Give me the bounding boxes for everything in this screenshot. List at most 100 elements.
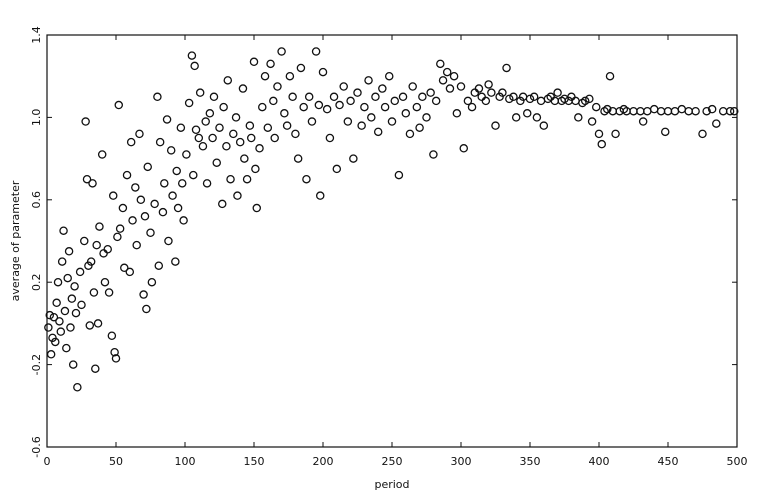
point [511, 113, 521, 122]
point [198, 141, 208, 151]
point [136, 195, 146, 205]
point [656, 106, 666, 116]
point [629, 106, 638, 116]
point [663, 106, 673, 116]
point [429, 150, 438, 159]
point [235, 137, 245, 147]
point [171, 257, 180, 266]
point [343, 117, 353, 126]
point [189, 170, 198, 180]
point [484, 80, 493, 89]
point [113, 232, 122, 242]
point [260, 71, 270, 81]
point [231, 113, 241, 122]
point [131, 183, 140, 192]
point [335, 100, 344, 110]
point [332, 164, 342, 174]
point [166, 146, 176, 155]
point [135, 129, 144, 139]
point [725, 106, 735, 116]
point [155, 137, 165, 147]
point [80, 236, 89, 246]
point [218, 199, 227, 209]
point [202, 179, 212, 188]
point [209, 92, 219, 102]
point [445, 84, 455, 93]
point [536, 96, 546, 106]
point [219, 102, 228, 112]
point [57, 257, 67, 266]
point [45, 310, 55, 320]
point [92, 240, 101, 250]
point [712, 119, 721, 128]
point [77, 300, 86, 310]
point [353, 88, 362, 97]
point [585, 94, 594, 104]
point [251, 164, 260, 174]
point [122, 170, 132, 180]
point [684, 106, 693, 116]
point [649, 104, 659, 114]
point [293, 154, 303, 163]
point [452, 109, 462, 118]
point [285, 71, 295, 81]
point [408, 82, 417, 91]
point [233, 191, 242, 200]
point [474, 84, 484, 93]
y-axis-label: average of parameter [9, 180, 22, 301]
x-tick-label: 250 [382, 455, 403, 468]
point [142, 304, 151, 314]
x-tick-label: 200 [313, 455, 334, 468]
point [73, 383, 82, 392]
point [580, 96, 590, 106]
point [605, 71, 615, 81]
point [49, 312, 59, 322]
point [325, 133, 335, 143]
point [86, 257, 96, 266]
point [194, 133, 204, 143]
point [132, 240, 141, 250]
point [390, 96, 400, 106]
point [222, 141, 231, 151]
point [255, 144, 264, 153]
point [378, 84, 387, 93]
point [394, 170, 404, 180]
point [104, 288, 114, 297]
point [125, 267, 135, 277]
point [263, 123, 273, 132]
point [329, 92, 339, 102]
point [426, 88, 435, 97]
point [75, 267, 85, 277]
point [266, 59, 275, 69]
point [120, 263, 129, 273]
point [179, 216, 188, 225]
point [311, 47, 321, 56]
point [477, 92, 486, 102]
point [315, 191, 325, 200]
point [99, 249, 108, 258]
y-tick-label: 0.6 [30, 191, 43, 209]
point [164, 236, 173, 246]
point [470, 88, 480, 97]
point [603, 104, 612, 114]
point [88, 179, 97, 188]
point [522, 109, 532, 118]
point [502, 63, 511, 73]
point [487, 88, 496, 97]
point [64, 247, 74, 256]
point [146, 228, 155, 238]
point [85, 321, 95, 330]
point [412, 102, 422, 112]
point [571, 96, 580, 106]
point [168, 191, 177, 200]
x-tick-label: 150 [244, 455, 265, 468]
point [373, 127, 383, 137]
point [97, 150, 107, 159]
point [346, 96, 355, 106]
point [103, 244, 112, 254]
point [307, 117, 317, 126]
x-axis-label: period [374, 478, 409, 491]
point [371, 92, 380, 102]
point [282, 121, 292, 130]
